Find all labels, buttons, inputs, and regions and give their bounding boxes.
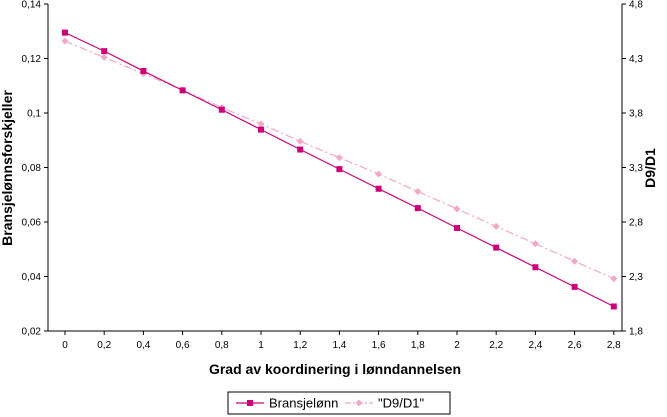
series-line: [64, 40, 615, 280]
data-point: [414, 187, 422, 195]
y-left-tick-label: 0,08: [22, 163, 42, 174]
y-left-tick-label: 0,02: [22, 327, 42, 338]
data-point: [492, 222, 500, 230]
data-point: [100, 53, 108, 61]
legend: Bransjelønn "D9/D1": [227, 391, 451, 415]
y-right-tick-label: 3,8: [629, 109, 643, 120]
x-tick-label: 0,2: [97, 340, 111, 351]
data-point: [62, 29, 68, 36]
x-tick-label: 2,2: [489, 340, 503, 351]
data-point: [218, 106, 225, 113]
x-tick-label: 0: [62, 340, 68, 351]
y-right-ticks: 1,8 2,3 2,8 3,3 3,8 4,3 4,8: [622, 0, 643, 338]
y-right-tick-label: 3,3: [629, 163, 643, 174]
x-tick-label: 1,4: [332, 340, 346, 351]
data-point: [101, 48, 108, 55]
y-left-ticks: 0,02 0,04 0,06 0,08 0,1 0,12 0,14: [22, 0, 48, 338]
data-point: [140, 68, 147, 75]
y-right-tick-label: 1,8: [629, 327, 643, 338]
data-point: [454, 224, 460, 231]
x-ticks: 0 0,2 0,4 0,6 0,8 1 1,2 1,4 1,6 1,8 2 2,2 2,4 2,6 2,8: [62, 331, 621, 351]
y-right-tick-label: 4,8: [629, 0, 643, 11]
data-point: [61, 37, 69, 45]
y-right-tick-label: 4,3: [629, 54, 643, 65]
data-point: [375, 185, 382, 192]
legend-items: Bransjelønn "D9/D1": [236, 396, 424, 411]
y-right-tick-label: 2,3: [629, 272, 643, 283]
y-left-tick-label: 0,14: [22, 0, 42, 11]
y-left-tick-label: 0,1: [27, 109, 41, 120]
y-right-tick-label: 2,8: [629, 218, 643, 229]
y-left-tick-label: 0,12: [22, 54, 42, 65]
legend-swatch-marker: [247, 400, 253, 406]
x-tick-label: 0,8: [215, 340, 229, 351]
x-tick-label: 0,4: [136, 340, 150, 351]
data-point: [571, 257, 579, 265]
data-point: [296, 137, 304, 145]
data-point: [571, 283, 578, 290]
series-layer: [61, 29, 618, 310]
x-tick-label: 1: [258, 340, 264, 351]
y-left-tick-label: 0,06: [22, 218, 42, 229]
legend-swatch-marker: [355, 399, 363, 407]
data-point: [257, 120, 265, 128]
x-tick-label: 0,6: [176, 340, 190, 351]
data-point: [375, 170, 383, 178]
data-point: [453, 205, 461, 213]
legend-box: [227, 391, 451, 415]
x-tick-label: 2,4: [528, 340, 542, 351]
x-tick-label: 2: [454, 340, 460, 351]
data-point: [258, 126, 264, 133]
y-right-axis-title: D9/D1: [642, 148, 658, 188]
data-point: [493, 244, 500, 251]
data-point: [414, 205, 421, 212]
legend-label: Bransjelønn: [269, 396, 338, 411]
data-point: [531, 240, 539, 248]
data-point: [532, 264, 539, 271]
data-point: [297, 146, 304, 153]
data-point: [335, 154, 343, 162]
data-point: [610, 275, 618, 283]
x-tick-label: 1,8: [411, 340, 425, 351]
legend-label: "D9/D1": [378, 396, 424, 411]
data-point: [179, 87, 186, 94]
x-tick-label: 1,2: [293, 340, 307, 351]
y-left-tick-label: 0,04: [22, 272, 42, 283]
x-tick-label: 2,6: [568, 340, 582, 351]
data-point: [336, 166, 343, 173]
data-point: [610, 303, 617, 310]
x-axis-title: Grad av koordinering i lønndannelsen: [209, 361, 461, 377]
x-tick-label: 1,6: [372, 340, 386, 351]
x-tick-label: 2,8: [607, 340, 621, 351]
y-left-axis-title: Bransjelønnsforskjeller: [0, 90, 15, 246]
